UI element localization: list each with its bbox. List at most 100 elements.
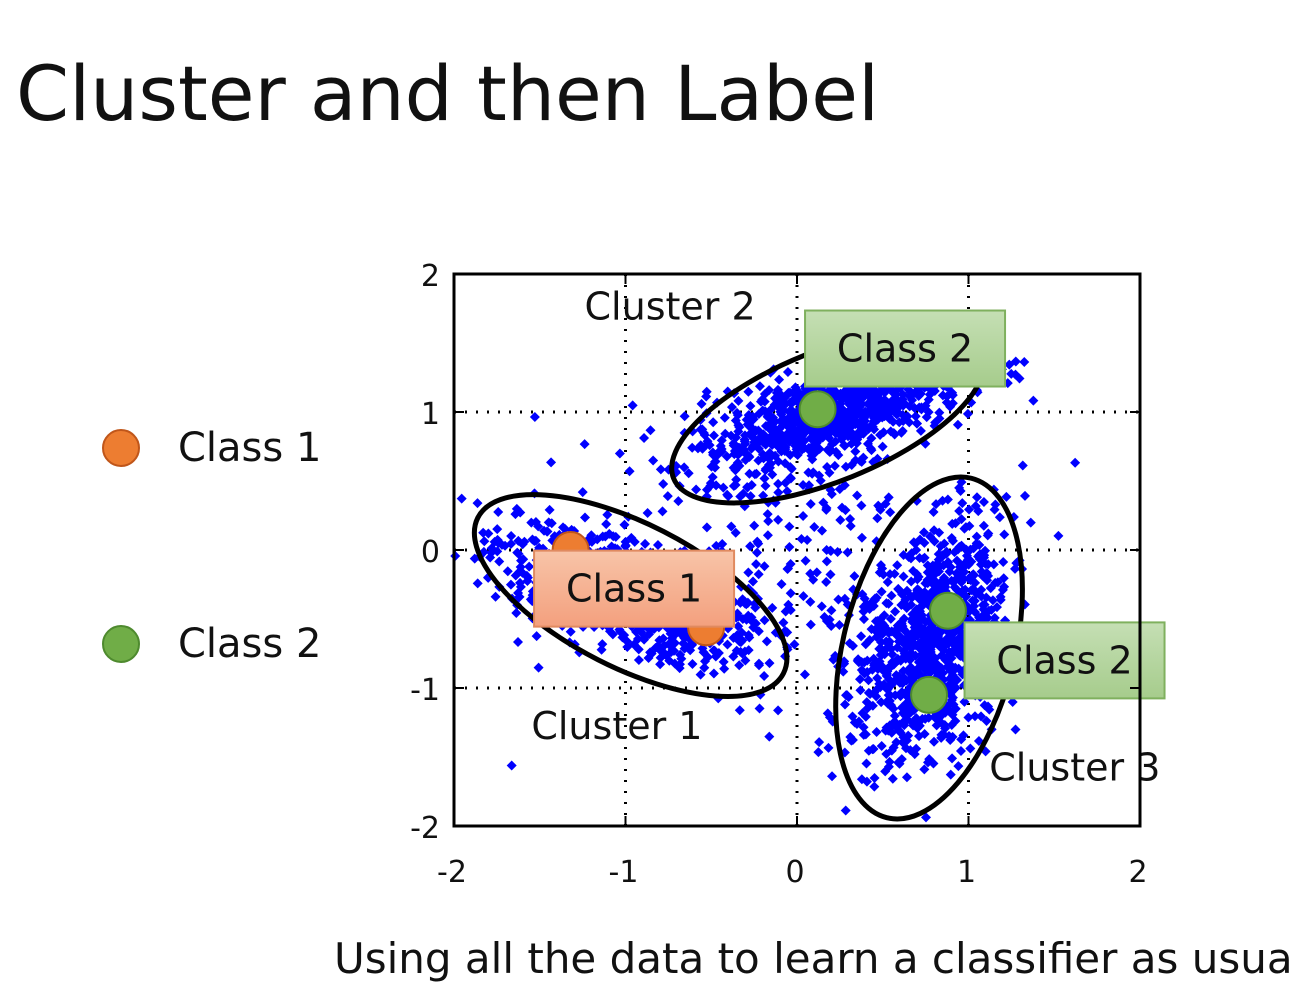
data-point xyxy=(978,496,989,507)
data-point xyxy=(619,630,630,641)
data-point xyxy=(726,402,737,413)
y-tick-label: 0 xyxy=(421,535,440,570)
data-point xyxy=(696,398,707,409)
data-point xyxy=(749,520,760,531)
data-point xyxy=(759,615,770,626)
data-point xyxy=(962,408,973,419)
data-point xyxy=(821,556,832,567)
data-point xyxy=(884,756,895,767)
data-point xyxy=(1053,530,1064,541)
data-point xyxy=(486,543,497,554)
data-point xyxy=(885,407,896,418)
data-point xyxy=(834,619,845,630)
data-point xyxy=(869,773,880,784)
data-point xyxy=(924,389,935,400)
data-point xyxy=(918,553,929,564)
data-point xyxy=(912,584,923,595)
data-point xyxy=(733,621,744,632)
data-point xyxy=(926,587,937,598)
data-point xyxy=(800,555,811,566)
data-point xyxy=(892,620,903,631)
data-point xyxy=(533,662,544,673)
data-point xyxy=(880,766,891,777)
data-point xyxy=(903,730,914,741)
data-point xyxy=(759,671,770,682)
data-point xyxy=(500,540,511,551)
data-point xyxy=(871,727,882,738)
data-point xyxy=(956,569,967,580)
data-point xyxy=(758,453,769,464)
data-point xyxy=(717,538,728,549)
data-point xyxy=(730,527,741,538)
data-point xyxy=(519,536,530,547)
data-point xyxy=(531,631,542,642)
data-point xyxy=(577,487,588,498)
data-point xyxy=(1001,491,1012,502)
data-point xyxy=(819,611,830,622)
x-tick-label: 1 xyxy=(957,855,976,890)
legend-label-class-1: Class 1 xyxy=(178,425,322,471)
data-point xyxy=(948,699,959,710)
data-point xyxy=(494,556,505,567)
data-point xyxy=(719,663,730,674)
data-point xyxy=(697,443,708,454)
data-point xyxy=(951,584,962,595)
data-point xyxy=(856,532,867,543)
data-point xyxy=(887,649,898,660)
data-point xyxy=(963,712,974,723)
data-point xyxy=(883,690,894,701)
data-point xyxy=(1017,460,1028,471)
data-point xyxy=(922,574,933,585)
data-point xyxy=(797,444,808,455)
data-point xyxy=(998,557,1009,568)
data-point xyxy=(683,468,694,479)
data-point xyxy=(543,517,554,528)
data-point xyxy=(695,669,706,680)
data-point xyxy=(979,608,990,619)
data-point xyxy=(744,468,755,479)
legend-item-class-2: Class 2 xyxy=(102,621,321,667)
data-point xyxy=(859,415,870,426)
data-point xyxy=(970,711,981,722)
data-point xyxy=(784,542,795,553)
data-point xyxy=(860,639,871,650)
data-point xyxy=(877,563,888,574)
data-point xyxy=(924,662,935,673)
data-point xyxy=(991,602,1002,613)
data-point xyxy=(708,417,719,428)
data-point xyxy=(907,616,918,627)
data-point xyxy=(855,674,866,685)
data-point xyxy=(860,711,871,722)
data-point xyxy=(784,521,795,532)
data-point xyxy=(1010,724,1021,735)
data-point xyxy=(983,528,994,539)
data-point xyxy=(708,668,719,679)
data-point xyxy=(648,455,659,466)
data-point xyxy=(744,410,755,421)
caption: Using all the data to learn a classifier… xyxy=(334,934,1294,983)
data-point xyxy=(804,480,815,491)
data-point xyxy=(814,737,825,748)
data-point xyxy=(887,395,898,406)
data-point xyxy=(743,567,754,578)
data-point xyxy=(947,398,958,409)
data-point xyxy=(889,429,900,440)
data-point xyxy=(789,407,800,418)
data-point xyxy=(764,658,775,669)
data-point xyxy=(1007,697,1018,708)
data-point xyxy=(918,527,929,538)
cluster-ellipse xyxy=(471,492,790,699)
x-tick-label: 2 xyxy=(1128,855,1147,890)
data-point xyxy=(521,570,532,581)
data-point xyxy=(790,448,801,459)
data-point xyxy=(941,397,952,408)
data-point xyxy=(707,472,718,483)
data-point xyxy=(869,687,880,698)
data-point xyxy=(627,400,638,411)
data-point xyxy=(851,410,862,421)
data-point xyxy=(655,464,666,475)
y-tick-label: -2 xyxy=(410,811,440,846)
data-point xyxy=(895,727,906,738)
data-point xyxy=(726,521,737,532)
